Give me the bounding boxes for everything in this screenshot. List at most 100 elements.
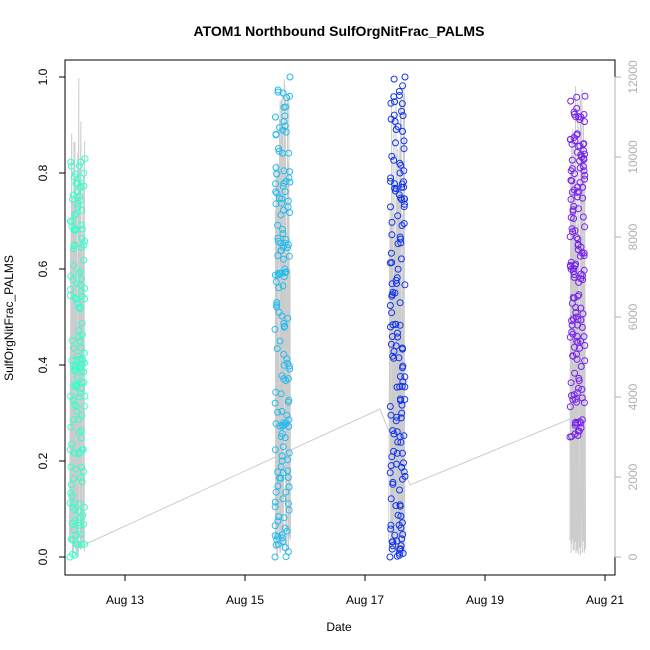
data-point	[573, 350, 580, 358]
data-point	[66, 553, 74, 561]
data-point	[393, 383, 401, 391]
data-point	[277, 247, 285, 255]
data-point	[398, 100, 406, 108]
data-point	[80, 503, 88, 511]
data-point	[396, 299, 404, 307]
y2-axis: 0 2000 4000 6000 8000 10000 12000	[614, 60, 640, 560]
data-point	[75, 192, 83, 200]
data-point	[396, 169, 404, 177]
data-point	[400, 145, 408, 153]
data-point	[569, 352, 577, 360]
data-point	[568, 188, 576, 196]
data-point	[275, 284, 283, 292]
data-point	[70, 526, 78, 534]
data-point	[568, 156, 576, 164]
data-point	[568, 321, 576, 329]
data-point	[72, 402, 80, 410]
data-point	[569, 330, 577, 338]
data-point	[567, 214, 575, 221]
data-point	[397, 524, 405, 532]
data-point	[281, 122, 289, 130]
data-point	[271, 532, 279, 540]
data-point	[396, 383, 404, 391]
y2-tick-label: 2000	[626, 463, 640, 490]
x-tick-label: Aug 13	[106, 593, 144, 607]
data-point	[570, 202, 578, 210]
data-point	[566, 403, 574, 411]
data-point	[282, 103, 290, 111]
data-point	[396, 233, 404, 241]
data-point	[278, 407, 286, 415]
data-point	[400, 468, 408, 476]
y-tick-label: 0.6	[36, 260, 50, 277]
data-point	[77, 267, 84, 275]
data-point	[281, 265, 289, 273]
data-point	[571, 137, 579, 145]
data-point	[574, 427, 582, 435]
data-point	[75, 507, 83, 515]
data-point	[75, 269, 83, 277]
data-point	[391, 180, 398, 188]
data-point	[272, 278, 280, 286]
data-point	[388, 538, 396, 546]
data-point	[73, 280, 81, 288]
data-point	[387, 249, 395, 257]
data-point	[401, 396, 409, 403]
data-point	[400, 459, 407, 467]
data-point	[70, 475, 77, 483]
data-point	[578, 153, 586, 161]
data-point	[387, 411, 395, 419]
data-point	[401, 281, 409, 289]
data-point	[275, 147, 283, 155]
data-point	[286, 73, 294, 81]
data-point	[386, 302, 394, 309]
data-point	[69, 275, 77, 283]
data-point	[394, 212, 402, 220]
x-tick-label: Aug 21	[586, 593, 624, 607]
data-point	[400, 432, 408, 440]
data-point	[279, 422, 287, 430]
data-point	[278, 531, 286, 539]
data-point	[399, 362, 407, 370]
data-point	[285, 506, 293, 514]
data-point	[399, 449, 406, 457]
data-point	[279, 230, 287, 238]
data-point	[574, 241, 582, 249]
chart-title: ATOM1 Northbound SulfOrgNitFrac_PALMS	[194, 23, 485, 39]
data-point	[272, 541, 280, 549]
x-tick-label: Aug 19	[466, 593, 504, 607]
data-point	[278, 195, 286, 203]
x-tick-label: Aug 15	[226, 593, 264, 607]
data-point	[388, 218, 396, 226]
data-point	[274, 86, 282, 94]
data-point	[387, 203, 394, 211]
y-tick-label: 1.0	[36, 68, 50, 85]
data-point	[71, 170, 79, 178]
data-point	[73, 188, 81, 196]
data-point	[390, 447, 398, 455]
data-point	[396, 321, 404, 329]
data-point	[81, 392, 89, 400]
data-point	[73, 295, 81, 303]
data-point	[75, 327, 83, 334]
data-point	[575, 188, 583, 196]
data-point	[280, 514, 288, 522]
data-point	[581, 357, 589, 365]
data-point	[390, 156, 398, 164]
data-point	[388, 152, 396, 160]
data-point	[398, 180, 406, 188]
data-point	[78, 411, 86, 419]
data-point	[581, 92, 589, 100]
data-point	[274, 221, 282, 229]
data-point	[570, 343, 578, 351]
data-point	[280, 273, 288, 281]
data-point	[579, 194, 586, 202]
data-point	[77, 183, 84, 191]
data-point	[73, 541, 81, 548]
data-point	[68, 223, 76, 231]
data-point	[580, 333, 588, 341]
data-point	[401, 195, 409, 203]
data-point	[279, 89, 287, 97]
data-point	[272, 130, 280, 138]
